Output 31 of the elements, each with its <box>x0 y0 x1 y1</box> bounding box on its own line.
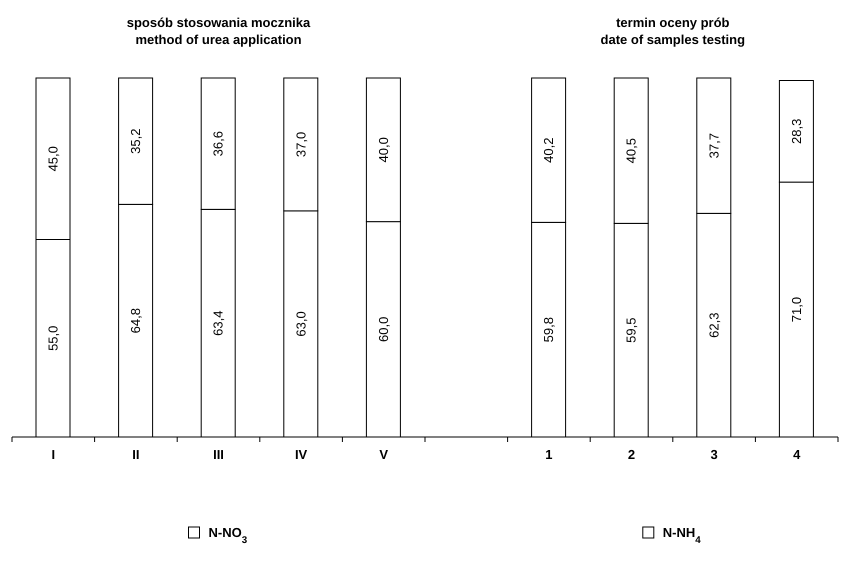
data-label: 64,8 <box>128 308 144 334</box>
data-label: 60,0 <box>376 316 391 342</box>
data-label: 40,0 <box>376 137 391 162</box>
x-tick-label: 2 <box>628 447 636 462</box>
x-tick-label: 3 <box>710 447 718 462</box>
data-label: 55,0 <box>46 326 60 351</box>
data-label: 59,5 <box>624 318 639 343</box>
data-label: 62,3 <box>706 312 722 338</box>
data-label: 37,7 <box>706 133 722 158</box>
data-label: 36,6 <box>210 131 226 156</box>
x-tick-label: III <box>213 447 224 462</box>
x-tick-label: I <box>51 447 56 462</box>
legend-label: N-NO$_{3}$ <box>208 525 248 546</box>
data-label: 35,2 <box>128 128 144 154</box>
x-tick-label: 1 <box>545 447 553 462</box>
data-label: 40,5 <box>624 138 639 164</box>
data-label: 37,0 <box>293 132 308 158</box>
legend-label: N-NH$_{4}$ <box>662 525 702 546</box>
text: termin oceny prób date of samples testing <box>600 14 746 48</box>
x-tick-label: IV <box>294 447 308 462</box>
data-label: 63,4 <box>210 310 226 336</box>
data-label: 28,3 <box>788 118 804 144</box>
data-label: 63,0 <box>293 311 308 337</box>
text: sposób stosowania mocznika method of urea application <box>126 14 312 48</box>
data-label: 40,2 <box>541 138 556 163</box>
x-tick-label: V <box>379 447 388 462</box>
data-label: 59,8 <box>541 317 556 342</box>
x-tick-label: II <box>132 447 140 462</box>
x-tick-label: 4 <box>793 447 802 462</box>
data-label: 71,0 <box>788 296 804 322</box>
data-label: 45,0 <box>46 146 60 172</box>
